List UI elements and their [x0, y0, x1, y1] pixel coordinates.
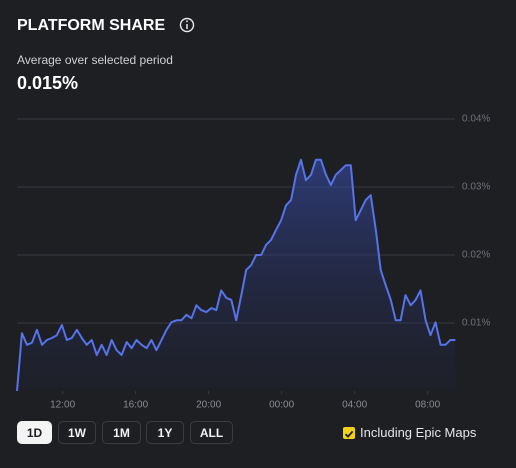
checkbox[interactable] — [343, 427, 355, 439]
checkmark — [344, 430, 354, 438]
checkbox-label[interactable]: Including Epic Maps — [360, 425, 477, 440]
y-tick-label: 0.03% — [462, 182, 490, 193]
headline-value: 0.015% — [17, 73, 78, 93]
range-button[interactable]: 1D — [17, 421, 52, 444]
range-button[interactable]: ALL — [190, 421, 233, 444]
x-tick-label: 12:00 — [50, 400, 75, 411]
chart-title: PLATFORM SHARE — [17, 17, 165, 34]
line — [16, 158, 456, 392]
y-tick-label: 0.02% — [462, 250, 490, 261]
x-tick-label: 00:00 — [269, 400, 294, 411]
range-button[interactable]: 1W — [58, 421, 96, 444]
x-tick-label: 16:00 — [123, 400, 148, 411]
x-tick-label: 04:00 — [342, 400, 367, 411]
subtitle: Average over selected period — [17, 53, 173, 67]
x-tick-label: 08:00 — [415, 400, 440, 411]
area — [17, 159, 456, 391]
y-tick-label: 0.01% — [462, 318, 490, 329]
y-tick-label: 0.04% — [462, 114, 490, 125]
x-tick-label: 20:00 — [196, 400, 221, 411]
info-icon[interactable] — [179, 17, 195, 33]
range-button[interactable]: 1M — [102, 421, 141, 444]
range-button[interactable]: 1Y — [146, 421, 184, 444]
